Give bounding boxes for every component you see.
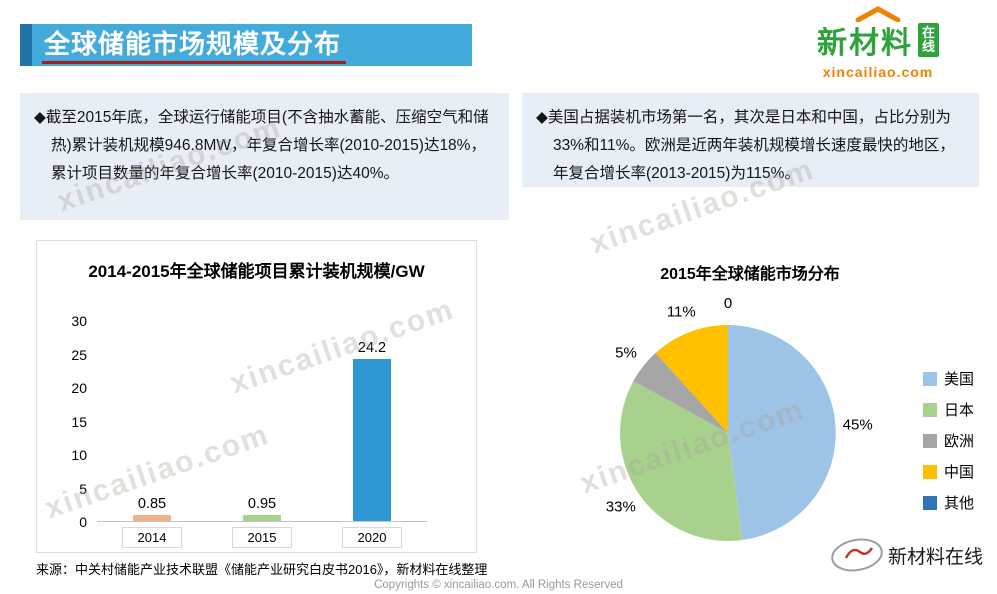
legend-item: 美国 [922, 368, 974, 389]
logo-row: 新材料 在 线 [787, 18, 969, 62]
legend-label: 其他 [943, 495, 974, 512]
y-tick-label: 15 [71, 413, 87, 430]
pie-label-其他: 0 [724, 295, 732, 312]
bullet-panel-left: ◆截至2015年底，全球运行储能项目(不含抽水蓄能、压缩空气和储热)累计装机规模… [20, 93, 509, 220]
bar-chart: 0 5 10 15 20 25 30 0.85 0.95 24.2 2014 2015 2020 [51, 313, 427, 548]
bar-chart-title: 2014-2015年全球储能项目累计装机规模/GW [88, 262, 425, 281]
site-logo: 新材料 在 线 xincailiao.com [787, 6, 969, 80]
bar-chart-plot: 0.85 0.95 24.2 [97, 321, 427, 522]
legend-swatch [922, 402, 937, 417]
bar-value-label: 24.2 [357, 339, 387, 356]
title-underline [42, 61, 346, 64]
legend-label: 日本 [943, 402, 974, 419]
legend-swatch [922, 495, 937, 510]
y-tick-label: 10 [71, 447, 87, 463]
legend-swatch [922, 464, 937, 479]
copyright: Copyrights © xincailiao.com. All Rights … [374, 579, 623, 591]
pie-slice-欧洲 [633, 352, 728, 433]
y-tick-label: 20 [71, 380, 87, 396]
bar-2014 [133, 515, 171, 521]
source-note: 来源：中关村储能产业技术联盟《储能产业研究白皮书2016》，新材料在线整理 [36, 562, 488, 577]
bar-chart-xaxis: 2014 2015 2020 [97, 527, 427, 548]
logo-box-char2: 线 [921, 39, 935, 54]
pie-label-美国: 45% [843, 416, 873, 433]
logo-box-char1: 在 [921, 25, 935, 40]
logo-domain-text: xincailiao.com [822, 64, 934, 80]
legend-swatch [922, 433, 937, 448]
pie-legend: 美国日本欧洲中国其他 [922, 368, 974, 513]
title-bar-accent [20, 24, 32, 66]
pie-chart-title: 2015年全球储能市场分布 [660, 266, 840, 283]
legend-item: 中国 [922, 461, 974, 482]
bullet-text-left: ◆截至2015年底，全球运行储能项目(不含抽水蓄能、压缩空气和储热)累计装机规模… [34, 109, 489, 182]
x-axis-label: 2020 [341, 527, 403, 548]
roof-icon [855, 6, 901, 22]
pie-label-日本: 33% [606, 499, 636, 516]
bar-slot: 24.2 [317, 340, 427, 521]
legend-label: 美国 [943, 371, 974, 388]
x-slot: 2015 [207, 527, 317, 548]
bottom-brand-text: 新材料在线 [887, 546, 983, 568]
y-tick-label: 25 [71, 346, 87, 363]
bar-chart-panel: 2014-2015年全球储能项目累计装机规模/GW 0 5 10 15 20 25 30 0… [36, 240, 477, 553]
pie-slice-中国 [655, 325, 728, 433]
bar-value-label: 0.85 [137, 496, 167, 513]
pie-label-中国: 11% [667, 304, 696, 321]
bullet-text-right: ◆美国占据装机市场第一名，其次是日本和中国，占比分别为33%和11%。欧洲是近两… [536, 109, 955, 182]
x-slot: 2020 [317, 527, 427, 548]
pie-slice-日本 [620, 381, 743, 541]
bar-slot: 0.95 [207, 496, 317, 521]
bar-chart-yaxis: 0 5 10 15 20 25 30 [51, 313, 97, 530]
x-axis-label: 2014 [121, 527, 183, 548]
legend-item: 欧洲 [922, 430, 974, 451]
bar-2020 [353, 358, 391, 521]
bullet-panel-right: ◆美国占据装机市场第一名，其次是日本和中国，占比分别为33%和11%。欧洲是近两… [522, 93, 979, 187]
bar-value-label: 0.95 [247, 495, 277, 512]
legend-label: 欧洲 [943, 433, 974, 450]
legend-item: 其他 [922, 492, 974, 513]
slide-title-bar: 全球储能市场规模及分布 [20, 24, 472, 66]
pie-svg: 45% 33% 5% 11% 0 [606, 295, 873, 541]
logo-brand-box: 在 线 [917, 23, 939, 57]
brand-scribble-icon [831, 538, 883, 572]
pie-chart-panel: 2015年全球储能市场分布 45% 33% 5% 11% 0 美国日本欧洲中国其他 [520, 240, 980, 553]
pie-slice-美国 [728, 325, 836, 540]
bar-chart-plot-wrap: 0.85 0.95 24.2 2014 2015 2020 [97, 321, 427, 548]
x-slot: 2014 [97, 527, 207, 548]
y-tick-label: 5 [79, 480, 87, 497]
pie-label-欧洲: 5% [615, 344, 637, 361]
legend-item: 日本 [922, 399, 974, 420]
x-axis-label: 2015 [231, 527, 293, 548]
page-title: 全球储能市场规模及分布 [44, 29, 342, 59]
legend-swatch [922, 371, 937, 386]
bar-slot: 0.85 [97, 496, 207, 521]
bar-2015 [243, 514, 281, 521]
legend-label: 中国 [943, 464, 974, 481]
y-tick-label: 30 [71, 313, 87, 329]
bottom-brand: 新材料在线 [828, 532, 983, 578]
logo-brand-text: 新材料 [816, 27, 913, 60]
y-tick-label: 0 [79, 514, 87, 530]
